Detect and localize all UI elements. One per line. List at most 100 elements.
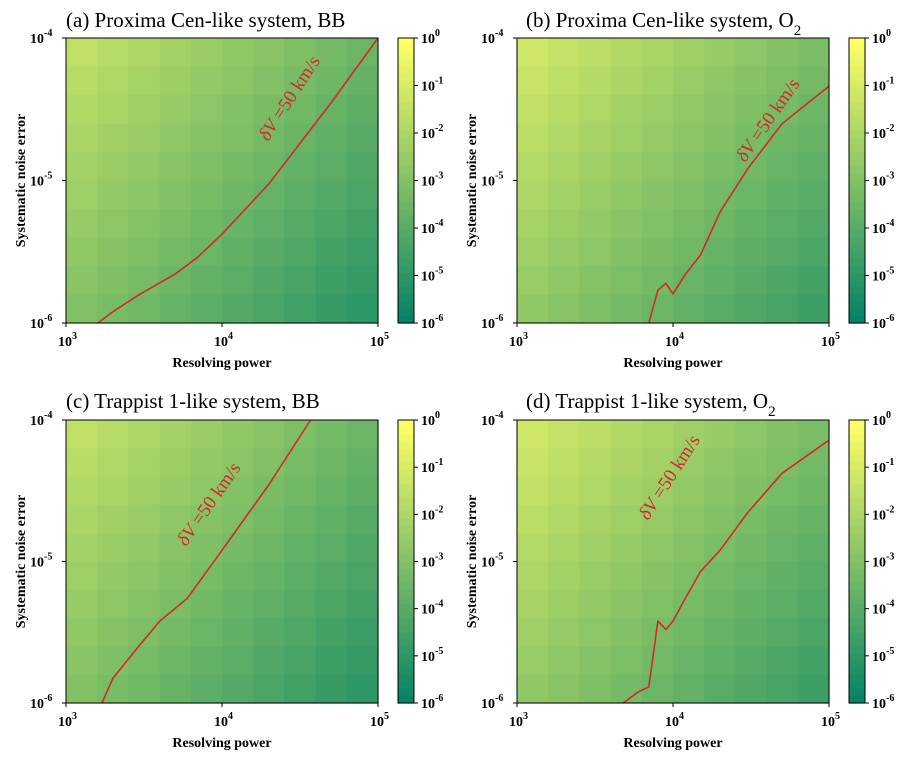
heatmap-cell (641, 294, 674, 324)
heatmap-cell (673, 674, 705, 704)
colorbar-segment (398, 66, 414, 75)
heatmap-cell (253, 294, 285, 324)
y-tick-exponent: -4 (495, 28, 503, 39)
heatmap-cell (159, 95, 192, 125)
colorbar-segment (398, 73, 414, 82)
heatmap-cell (315, 448, 348, 478)
y-tick-label: 10-4 (481, 410, 503, 429)
heatmap-cell (97, 66, 129, 96)
heatmap-cell (517, 589, 549, 619)
heatmap-cell (346, 180, 379, 210)
heatmap-cell (517, 646, 549, 676)
x-tick-exponent: 5 (384, 331, 389, 342)
heatmap-cell (190, 38, 223, 68)
y-axis-label: Systematic noise error (465, 495, 480, 628)
heatmap-cell (704, 209, 736, 239)
heatmap-cell (97, 561, 129, 591)
x-axis: 103 104 105 (509, 703, 840, 730)
heatmap-cell (641, 95, 674, 125)
heatmap-cell (610, 646, 643, 676)
heatmap-cell (548, 294, 580, 324)
heatmap-cell (797, 152, 830, 182)
heatmap-cell (641, 237, 674, 267)
heatmap-cell (548, 420, 580, 449)
colorbar-segment (398, 660, 414, 669)
heatmap-cell (315, 152, 348, 182)
heatmap-cell (222, 618, 254, 647)
heatmap-cell (346, 646, 379, 676)
heatmap-cell (159, 38, 192, 68)
colorbar-segment (849, 540, 865, 548)
heatmap-cell (735, 618, 768, 647)
colorbar-segment (849, 159, 865, 167)
colorbar-segment (398, 137, 414, 146)
y-tick-exponent: -4 (44, 28, 52, 39)
heatmap-cell (346, 476, 379, 506)
colorbar-segment (849, 130, 865, 139)
heatmap-cell (222, 294, 254, 324)
colorbar-segment (398, 561, 414, 570)
colorbar-segment (849, 59, 865, 68)
colorbar-segment (849, 109, 865, 117)
heatmap-cell (548, 123, 580, 153)
heatmap-cell (97, 448, 129, 478)
heatmap-cell (766, 66, 799, 96)
y-axis-label: Systematic noise error (465, 114, 480, 247)
heatmap-cell (190, 504, 223, 534)
heatmap-cell (128, 420, 161, 449)
heatmap-cell (222, 266, 254, 296)
heatmap-cell (346, 294, 379, 324)
heatmap-cell (579, 209, 612, 239)
colorbar-tick-label: 10-3 (872, 171, 894, 190)
y-tick-label: 10-5 (30, 552, 52, 571)
colorbar-tick-label: 10-1 (872, 76, 894, 95)
colorbar-segment (849, 102, 865, 110)
heatmap (517, 420, 830, 704)
heatmap-cell (66, 420, 98, 449)
heatmap-cell (673, 561, 705, 591)
heatmap-cell (704, 504, 736, 534)
panel-title: (a) Proxima Cen-like system, BB (66, 8, 345, 32)
heatmap-cell (66, 66, 98, 96)
y-tick-label: 10-6 (30, 313, 52, 332)
colorbar-segment (849, 308, 865, 317)
colorbar-segment (398, 280, 414, 288)
colorbar-tick-label: 10-6 (872, 313, 894, 332)
heatmap-cell (222, 504, 254, 534)
heatmap-cell (159, 618, 192, 647)
heatmap-cell (673, 646, 705, 676)
colorbar-segment (849, 244, 865, 253)
heatmap-cell (579, 123, 612, 153)
colorbar-segment (398, 653, 414, 662)
heatmap-cell (159, 674, 192, 704)
heatmap-cell (253, 66, 285, 96)
x-axis-label: Resolving power (623, 356, 722, 371)
colorbar-segment (398, 490, 414, 499)
x-tick-exponent: 5 (835, 331, 840, 342)
colorbar-segment (398, 95, 414, 103)
heatmap-cell (548, 533, 580, 563)
y-tick-label: 10-6 (481, 313, 503, 332)
heatmap-cell (97, 533, 129, 563)
heatmap-cell (766, 561, 799, 591)
colorbar-segment (849, 695, 865, 704)
colorbar-tick-exponent: -5 (886, 646, 894, 657)
heatmap-cell (253, 504, 285, 534)
heatmap-cell (97, 476, 129, 506)
panel-title: (d) Trappist 1-like system, O2 (526, 389, 776, 420)
colorbar-segment (398, 575, 414, 584)
colorbar-tick-label: 10-2 (872, 504, 894, 523)
heatmap-cell (128, 561, 161, 591)
colorbar-segment (398, 59, 414, 68)
heatmap-cell (797, 420, 830, 449)
heatmap-cell (579, 95, 612, 125)
y-tick-label: 10-6 (30, 693, 52, 712)
colorbar-segment (849, 173, 865, 182)
colorbar-segment (849, 582, 865, 591)
colorbar-tick-label: 100 (421, 410, 440, 429)
colorbar-segment (849, 483, 865, 492)
heatmap-cell (641, 180, 674, 210)
colorbar-segment (849, 45, 865, 53)
heatmap-cell (766, 420, 799, 449)
colorbar-segment (849, 589, 865, 598)
